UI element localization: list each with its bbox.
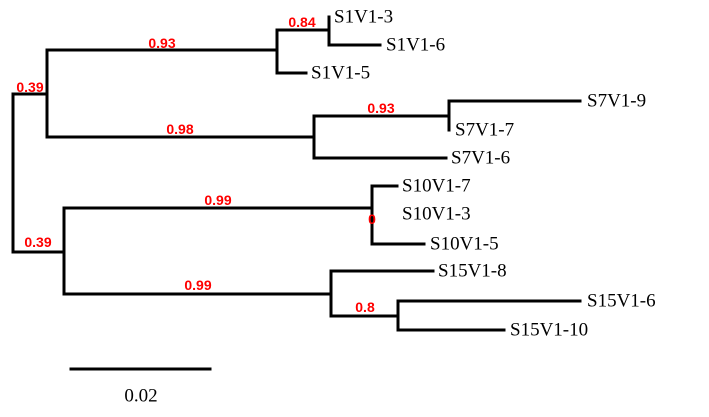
- support-value-s10-sub: 0: [368, 211, 376, 227]
- leaf-label-s7v1-6: S7V1-6: [451, 147, 510, 168]
- leaf-label-s10v1-5: S10V1-5: [430, 233, 499, 254]
- support-value-clade-a: 0.39: [16, 79, 43, 95]
- support-value-clade-b: 0.39: [24, 234, 51, 250]
- support-value-s15-clade: 0.99: [184, 277, 211, 293]
- support-value-s15-sub: 0.8: [355, 299, 375, 315]
- leaf-label-s15v1-10: S15V1-10: [510, 319, 588, 340]
- support-values: 0.84 0.93 0.39 0.93 0.98 0.99 0 0.39 0.9…: [16, 14, 394, 315]
- leaf-label-s7v1-9: S7V1-9: [587, 90, 646, 111]
- support-value-s7-sub: 0.93: [367, 100, 394, 116]
- support-value-s1-sub: 0.84: [288, 14, 315, 30]
- leaf-label-s1v1-3: S1V1-3: [334, 6, 393, 27]
- leaf-label-s7v1-7: S7V1-7: [455, 119, 514, 140]
- leaf-label-s1v1-6: S1V1-6: [386, 34, 445, 55]
- leaf-labels: S1V1-3 S1V1-6 S1V1-5 S7V1-9 S7V1-7 S7V1-…: [311, 6, 656, 340]
- leaf-label-s15v1-8: S15V1-8: [438, 260, 507, 281]
- support-value-s1-clade: 0.93: [148, 35, 175, 51]
- leaf-label-s1v1-5: S1V1-5: [311, 62, 370, 83]
- leaf-label-s10v1-7: S10V1-7: [402, 175, 471, 196]
- scale-bar-label: 0.02: [124, 385, 157, 406]
- support-value-s10-clade: 0.99: [204, 192, 231, 208]
- support-value-s7-clade: 0.98: [166, 121, 193, 137]
- leaf-label-s15v1-6: S15V1-6: [587, 290, 656, 311]
- leaf-label-s10v1-3: S10V1-3: [402, 203, 471, 224]
- tree-branches: [11, 15, 582, 371]
